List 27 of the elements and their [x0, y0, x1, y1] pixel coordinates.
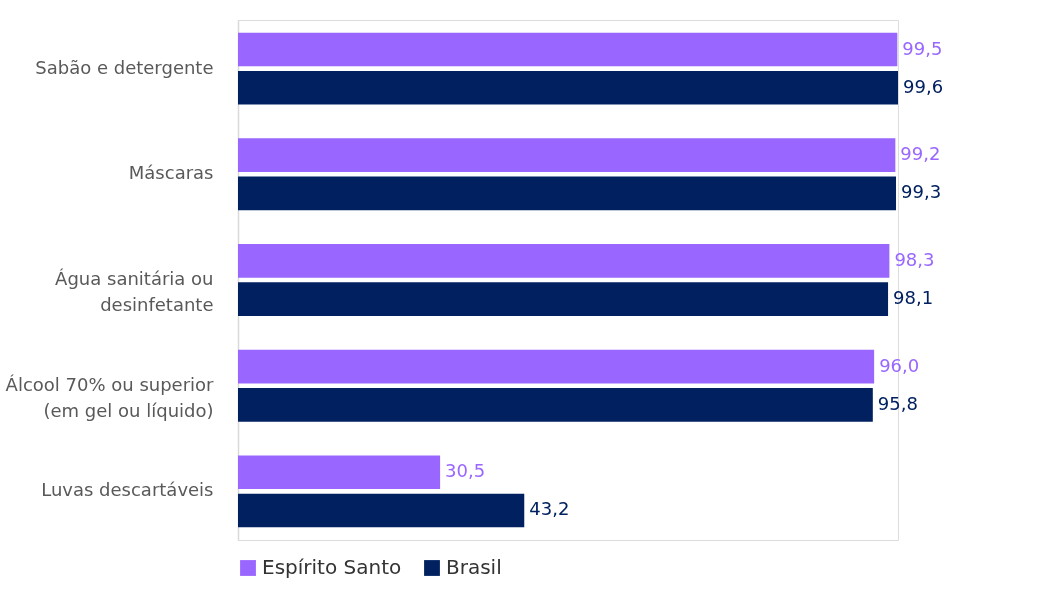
- data-label: 98,1: [893, 287, 934, 309]
- bar: [238, 455, 441, 490]
- bar: [238, 32, 898, 67]
- data-label: 99,2: [900, 143, 941, 165]
- data-label: 99,5: [902, 37, 943, 59]
- bar: [238, 493, 525, 528]
- y-tick-label: Álcool 70% ou superior (em gel ou líquido): [5, 373, 215, 421]
- bar: [238, 387, 873, 422]
- bar: [238, 282, 889, 316]
- data-label: 98,3: [894, 248, 935, 270]
- data-label: 99,6: [903, 75, 944, 97]
- bar: [238, 70, 898, 105]
- y-tick-label: Máscaras: [128, 162, 214, 184]
- data-label: 43,2: [529, 498, 570, 520]
- data-label: 95,8: [877, 392, 918, 414]
- y-tick-label: Água sanitária ou desinfetante: [55, 268, 214, 315]
- y-tick-label: Sabão e detergente: [35, 56, 214, 78]
- legend-label: Brasil: [446, 555, 502, 579]
- bar: [238, 176, 897, 211]
- bar: [238, 244, 890, 278]
- bar: [238, 349, 875, 384]
- data-label: 30,5: [445, 460, 486, 482]
- legend-label: Espírito Santo: [262, 555, 402, 579]
- data-label: 96,0: [879, 354, 920, 376]
- bar: [238, 138, 896, 173]
- data-label: 99,3: [901, 181, 942, 203]
- y-tick-label: Luvas descartáveis: [41, 479, 214, 501]
